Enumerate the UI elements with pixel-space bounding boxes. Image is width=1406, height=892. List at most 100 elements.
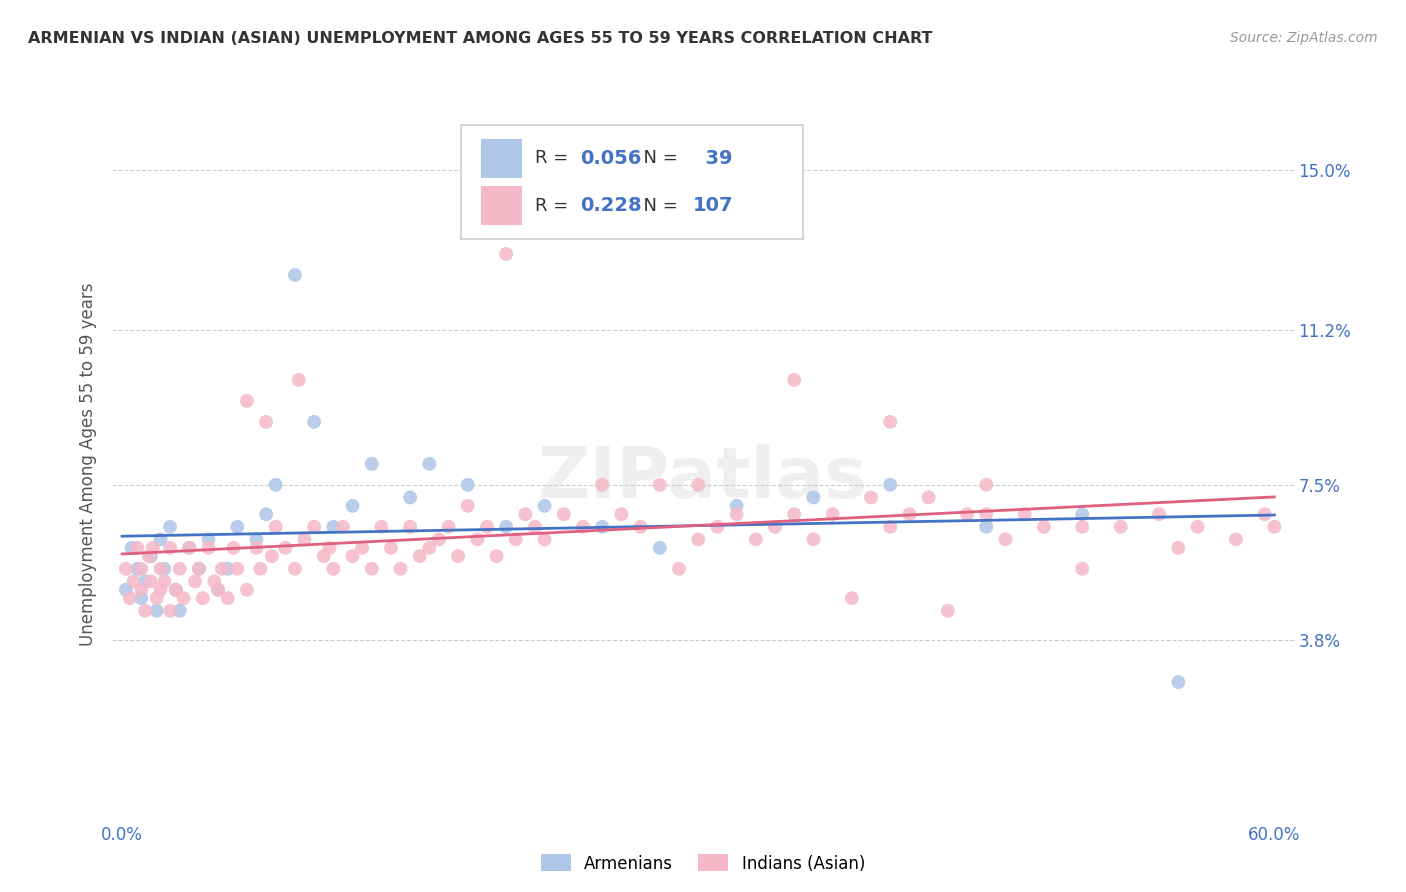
Point xyxy=(648,541,671,555)
Text: Source: ZipAtlas.com: Source: ZipAtlas.com xyxy=(1230,31,1378,45)
Point xyxy=(821,507,844,521)
Point xyxy=(322,562,344,576)
Point xyxy=(197,541,219,555)
Point xyxy=(898,507,921,521)
Point xyxy=(725,507,748,521)
Point xyxy=(879,520,901,534)
Text: 39: 39 xyxy=(692,149,733,168)
Point xyxy=(389,562,412,576)
Point xyxy=(688,478,710,492)
Point xyxy=(184,574,207,589)
Point xyxy=(169,562,191,576)
Point xyxy=(688,533,710,547)
Point xyxy=(169,604,191,618)
Point xyxy=(475,520,498,534)
Point xyxy=(245,541,267,555)
Point xyxy=(457,478,479,492)
Point xyxy=(254,507,277,521)
Point xyxy=(418,457,440,471)
Point xyxy=(648,478,671,492)
Point xyxy=(630,520,652,534)
Point xyxy=(115,562,138,576)
Point xyxy=(312,549,335,564)
Point xyxy=(447,549,470,564)
Point xyxy=(118,591,141,606)
Point xyxy=(342,499,364,513)
Point xyxy=(149,533,172,547)
Point xyxy=(1071,507,1094,521)
Point xyxy=(974,507,997,521)
Point xyxy=(745,533,768,547)
Legend: Armenians, Indians (Asian): Armenians, Indians (Asian) xyxy=(534,847,872,880)
Point xyxy=(533,499,555,513)
Point xyxy=(495,205,517,219)
Point xyxy=(145,591,167,606)
Text: 107: 107 xyxy=(692,196,733,215)
Point xyxy=(974,478,997,492)
Point xyxy=(284,268,307,282)
Point xyxy=(254,415,277,429)
Point xyxy=(399,520,422,534)
Point xyxy=(495,247,517,261)
Text: ZIPatlas: ZIPatlas xyxy=(538,443,868,513)
Point xyxy=(264,520,287,534)
Point xyxy=(145,604,167,618)
Point xyxy=(245,533,267,547)
Point xyxy=(485,549,508,564)
Point xyxy=(179,541,201,555)
Point xyxy=(380,541,402,555)
Point xyxy=(533,533,555,547)
Point xyxy=(803,533,825,547)
Point xyxy=(226,520,249,534)
Point xyxy=(159,541,181,555)
Text: R =: R = xyxy=(536,150,574,168)
Point xyxy=(211,562,233,576)
Point xyxy=(127,541,149,555)
Text: N =: N = xyxy=(633,196,683,214)
Point xyxy=(121,541,143,555)
FancyBboxPatch shape xyxy=(461,125,803,239)
Point xyxy=(342,549,364,564)
Text: R =: R = xyxy=(536,196,574,214)
Point xyxy=(591,520,613,534)
Y-axis label: Unemployment Among Ages 55 to 59 years: Unemployment Among Ages 55 to 59 years xyxy=(79,282,97,646)
Point xyxy=(197,533,219,547)
Point xyxy=(553,507,575,521)
Point xyxy=(879,478,901,492)
Point xyxy=(236,393,259,408)
FancyBboxPatch shape xyxy=(481,186,522,225)
Point xyxy=(191,591,214,606)
Point xyxy=(399,491,422,505)
Point xyxy=(523,520,546,534)
Point xyxy=(1167,541,1189,555)
Point xyxy=(1167,675,1189,690)
Point xyxy=(287,373,309,387)
Point xyxy=(129,582,152,597)
Point xyxy=(352,541,374,555)
Point xyxy=(725,499,748,513)
Point xyxy=(572,520,595,534)
Point xyxy=(139,549,162,564)
Point xyxy=(217,562,239,576)
Point xyxy=(284,562,307,576)
Point xyxy=(841,591,863,606)
Point xyxy=(1109,520,1132,534)
Point xyxy=(917,491,939,505)
Point xyxy=(803,491,825,505)
Point xyxy=(1071,520,1094,534)
Point xyxy=(1254,507,1277,521)
Point xyxy=(360,457,382,471)
Point xyxy=(202,574,225,589)
Point xyxy=(1263,520,1285,534)
Point xyxy=(668,562,690,576)
Point xyxy=(974,520,997,534)
Point xyxy=(956,507,979,521)
Point xyxy=(437,520,460,534)
Point xyxy=(138,549,160,564)
Point xyxy=(149,562,172,576)
Point xyxy=(207,582,229,597)
Point xyxy=(860,491,883,505)
Point xyxy=(115,582,138,597)
Point xyxy=(236,582,259,597)
Point xyxy=(467,533,489,547)
